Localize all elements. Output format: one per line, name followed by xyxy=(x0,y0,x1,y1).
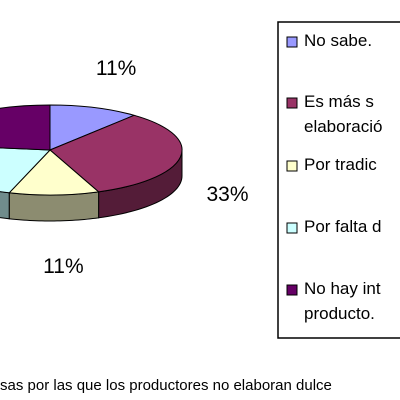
value-label: 11% xyxy=(96,57,136,80)
pie-slice xyxy=(49,104,136,151)
legend-swatch xyxy=(286,284,298,296)
legend-label: Por falta d xyxy=(304,217,382,236)
legend-swatch xyxy=(286,97,298,109)
pie-slice xyxy=(8,149,100,196)
legend-label: Por tradic xyxy=(304,155,377,174)
legend-box xyxy=(277,21,400,339)
legend-swatch xyxy=(286,36,298,48)
legend-label: No hay int producto. xyxy=(304,279,381,323)
pie-slice xyxy=(0,147,52,194)
slice-side xyxy=(0,191,10,220)
legend-swatch xyxy=(286,222,298,234)
value-label: 11% xyxy=(43,255,83,278)
pie-slice xyxy=(0,104,51,151)
chart-caption: sas por las que los productores no elabo… xyxy=(0,377,332,394)
value-label: 33% xyxy=(206,183,248,206)
legend-swatch xyxy=(286,160,298,172)
legend-label: Es más s elaboració xyxy=(304,92,382,136)
legend-label: No sabe. xyxy=(304,31,372,50)
pie-slice xyxy=(49,114,183,193)
slice-side xyxy=(8,191,100,222)
